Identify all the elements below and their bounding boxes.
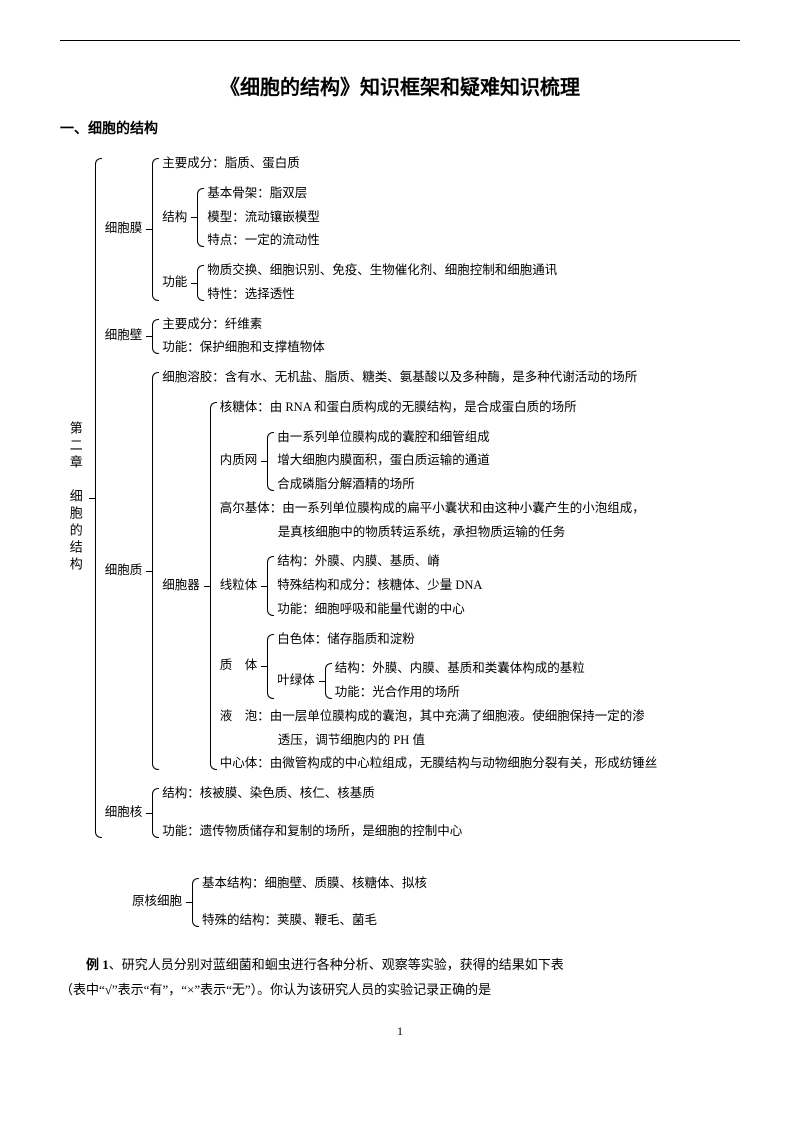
leaf: 增大细胞内膜面积，蛋白质运输的通道 <box>275 449 490 473</box>
brace <box>89 152 103 844</box>
leaf: 透压，调节细胞内的 PH 值 <box>218 729 658 753</box>
leaf: 主要成分：纤维素 <box>160 313 325 337</box>
brace <box>146 152 160 307</box>
brace <box>261 628 275 705</box>
node-cytoplasm: 细胞质 <box>103 366 147 776</box>
leaf: 特殊结构和成分：核糖体、少量 DNA <box>275 574 482 598</box>
node-wall: 细胞壁 <box>103 313 147 361</box>
tree-diagram: 第二章 细胞的结构 细胞膜 主要成分：脂质、蛋白质 结构 基本骨架：脂双层 <box>60 152 740 933</box>
node-plastid: 质 体 <box>218 628 262 705</box>
section-heading: 一、细胞的结构 <box>60 118 740 138</box>
leaf: 功能：光合作用的场所 <box>333 681 585 705</box>
page-number: 1 <box>60 1024 740 1039</box>
leaf: 特点：一定的流动性 <box>205 229 320 253</box>
brace <box>191 259 205 307</box>
leaf: 结构：核被膜、染色质、核仁、核基质 <box>160 782 462 806</box>
leaf: 液 泡：由一层单位膜构成的囊泡，其中充满了细胞液。使细胞保持一定的渗 <box>218 705 658 729</box>
brace <box>146 782 160 844</box>
brace <box>319 657 333 705</box>
leaf: 功能：细胞呼吸和能量代谢的中心 <box>275 598 482 622</box>
node-function: 功能 <box>160 259 191 307</box>
leaf: 高尔基体：由一系列单位膜构成的扁平小囊状和由这种小囊产生的小泡组成， <box>218 497 658 521</box>
node-er: 内质网 <box>218 426 262 497</box>
text: （表中“√”表示“有”，“×”表示“无”）。你认为该研究人员的实验记录正确的是 <box>60 978 740 1003</box>
leaf: 物质交换、细胞识别、免疫、生物催化剂、细胞控制和细胞通讯 <box>205 259 557 283</box>
node-membrane: 细胞膜 <box>103 152 147 307</box>
brace <box>191 182 205 253</box>
leaf: 特性：选择透性 <box>205 283 557 307</box>
leaf: 结构：外膜、内膜、基质、嵴 <box>275 550 482 574</box>
example-text: 例 1、研究人员分别对蓝细菌和蛔虫进行各种分析、观察等实验，获得的结果如下表 （… <box>60 953 740 1002</box>
node-organelle: 细胞器 <box>160 396 204 776</box>
text: 研究人员分别对蓝细菌和蛔虫进行各种分析、观察等实验，获得的结果如下表 <box>122 957 564 972</box>
leaf: 特殊的结构：荚膜、鞭毛、菌毛 <box>200 909 427 933</box>
brace <box>204 396 218 776</box>
chapter-label: 第二章 细胞的结构 <box>60 152 89 844</box>
rule-line <box>60 40 740 41</box>
leaf: 白色体：储存脂质和淀粉 <box>275 628 585 652</box>
brace <box>146 366 160 776</box>
leaf: 中心体：由微管构成的中心粒组成，无膜结构与动物细胞分裂有关，形成纺锤丝 <box>218 752 658 776</box>
leaf: 基本骨架：脂双层 <box>205 182 320 206</box>
leaf: 基本结构：细胞壁、质膜、核糖体、拟核 <box>200 872 427 896</box>
leaf: 核糖体：由 RNA 和蛋白质构成的无膜结构，是合成蛋白质的场所 <box>218 396 658 420</box>
node-mito: 线粒体 <box>218 550 262 621</box>
brace <box>261 426 275 497</box>
leaf: 细胞溶胶：含有水、无机盐、脂质、糖类、氨基酸以及多种酶，是多种代谢活动的场所 <box>160 366 657 390</box>
leaf: 是真核细胞中的物质转运系统，承担物质运输的任务 <box>218 521 658 545</box>
brace <box>186 872 200 934</box>
brace <box>261 550 275 621</box>
node-nucleus: 细胞核 <box>103 782 147 844</box>
example-label: 例 1 <box>86 957 109 972</box>
leaf: 合成磷脂分解酒精的场所 <box>275 473 490 497</box>
leaf: 功能：保护细胞和支撑植物体 <box>160 336 325 360</box>
leaf: 模型：流动镶嵌模型 <box>205 206 320 230</box>
page: 《细胞的结构》知识框架和疑难知识梳理 一、细胞的结构 第二章 细胞的结构 细胞膜… <box>0 0 800 1069</box>
leaf: 由一系列单位膜构成的囊腔和细管组成 <box>275 426 490 450</box>
node-chloroplast: 叶绿体 <box>275 657 319 705</box>
brace <box>146 313 160 361</box>
leaf: 主要成分：脂质、蛋白质 <box>160 152 557 176</box>
page-title: 《细胞的结构》知识框架和疑难知识梳理 <box>60 71 740 100</box>
leaf: 功能：遗传物质储存和复制的场所，是细胞的控制中心 <box>160 820 462 844</box>
node-prokaryote: 原核细胞 <box>130 872 186 934</box>
leaf: 结构：外膜、内膜、基质和类囊体构成的基粒 <box>333 657 585 681</box>
node-structure: 结构 <box>160 182 191 253</box>
